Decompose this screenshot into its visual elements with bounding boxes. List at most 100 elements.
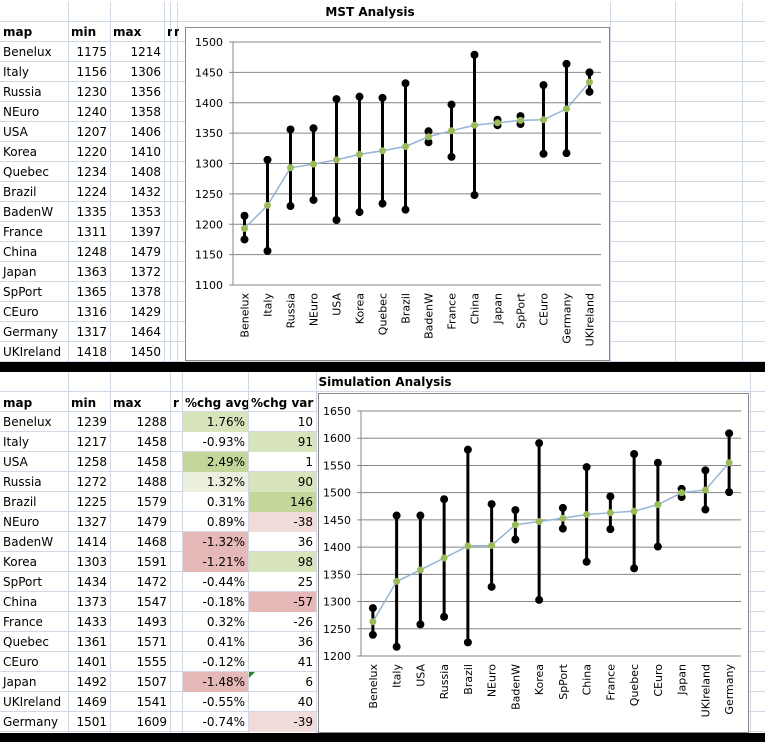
max-cell[interactable]: 1214 xyxy=(130,45,161,59)
max-cell[interactable]: 1288 xyxy=(136,415,167,429)
chg-avg-cell[interactable]: -1.21% xyxy=(183,552,248,572)
chg-avg-cell[interactable]: 1.76% xyxy=(183,412,248,432)
map-cell[interactable]: China xyxy=(3,595,38,609)
min-cell[interactable]: 1258 xyxy=(76,455,107,469)
min-cell[interactable]: 1365 xyxy=(76,285,107,299)
chg-var-cell[interactable]: 10 xyxy=(297,415,313,429)
min-cell[interactable]: 1492 xyxy=(76,675,107,689)
max-cell[interactable]: 1397 xyxy=(130,225,161,239)
chg-avg-cell[interactable]: -0.44% xyxy=(202,575,245,589)
min-cell[interactable]: 1303 xyxy=(76,555,107,569)
min-cell[interactable]: 1418 xyxy=(76,345,107,359)
chg-var-cell[interactable]: 90 xyxy=(249,472,316,492)
header-cell[interactable]: r xyxy=(167,25,172,39)
min-cell[interactable]: 1272 xyxy=(76,475,107,489)
chg-var-cell[interactable]: 98 xyxy=(249,552,316,572)
min-cell[interactable]: 1224 xyxy=(76,185,107,199)
chg-var-cell[interactable]: 6 xyxy=(305,675,313,689)
chg-avg-cell[interactable]: -0.93% xyxy=(202,435,245,449)
header-cell[interactable]: r xyxy=(173,396,179,410)
chg-avg-cell[interactable]: -0.18% xyxy=(202,595,245,609)
map-cell[interactable]: USA xyxy=(3,455,28,469)
min-cell[interactable]: 1175 xyxy=(76,45,107,59)
chg-avg-cell[interactable]: 0.89% xyxy=(206,515,245,529)
header-cell[interactable]: %chg avg xyxy=(185,396,248,410)
min-cell[interactable]: 1469 xyxy=(76,695,107,709)
max-cell[interactable]: 1507 xyxy=(136,675,167,689)
chg-var-cell[interactable]: 91 xyxy=(249,432,316,452)
chg-var-cell[interactable]: -57 xyxy=(249,592,316,612)
chg-var-cell[interactable]: -39 xyxy=(249,712,316,732)
map-cell[interactable]: Japan xyxy=(3,265,37,279)
max-cell[interactable]: 1429 xyxy=(130,305,161,319)
chg-var-cell[interactable]: -38 xyxy=(249,512,316,532)
max-cell[interactable]: 1432 xyxy=(130,185,161,199)
min-cell[interactable]: 1234 xyxy=(76,165,107,179)
min-cell[interactable]: 1501 xyxy=(76,715,107,729)
chg-avg-cell[interactable]: 0.32% xyxy=(206,615,245,629)
min-cell[interactable]: 1317 xyxy=(76,325,107,339)
map-cell[interactable]: Russia xyxy=(3,475,42,489)
chg-avg-cell[interactable]: 0.31% xyxy=(206,495,245,509)
max-cell[interactable]: 1488 xyxy=(136,475,167,489)
map-cell[interactable]: USA xyxy=(3,125,28,139)
map-cell[interactable]: France xyxy=(3,615,43,629)
max-cell[interactable]: 1406 xyxy=(130,125,161,139)
min-cell[interactable]: 1433 xyxy=(76,615,107,629)
map-cell[interactable]: CEuro xyxy=(3,655,39,669)
min-cell[interactable]: 1316 xyxy=(76,305,107,319)
max-cell[interactable]: 1408 xyxy=(130,165,161,179)
map-cell[interactable]: Korea xyxy=(3,555,38,569)
max-cell[interactable]: 1472 xyxy=(136,575,167,589)
map-cell[interactable]: SpPort xyxy=(3,285,43,299)
min-cell[interactable]: 1156 xyxy=(76,65,107,79)
chg-avg-cell[interactable]: -1.48% xyxy=(183,672,248,692)
map-cell[interactable]: BadenW xyxy=(3,535,54,549)
chg-var-cell[interactable]: 1 xyxy=(305,455,313,469)
map-cell[interactable]: Benelux xyxy=(3,415,52,429)
map-cell[interactable]: Germany xyxy=(3,715,59,729)
mst-chart[interactable]: 1100 1150 1200 1250 1300 1350 1400 1450 1500 Bene… xyxy=(185,27,610,361)
header-cell[interactable]: max xyxy=(113,396,142,410)
max-cell[interactable]: 1356 xyxy=(130,85,161,99)
chg-avg-cell[interactable]: -0.55% xyxy=(202,695,245,709)
chg-var-cell[interactable]: 25 xyxy=(297,575,313,589)
min-cell[interactable]: 1434 xyxy=(76,575,107,589)
min-cell[interactable]: 1240 xyxy=(76,105,107,119)
max-cell[interactable]: 1541 xyxy=(136,695,167,709)
header-cell[interactable]: max xyxy=(113,25,142,39)
header-cell[interactable]: map xyxy=(3,396,33,410)
map-cell[interactable]: Quebec xyxy=(3,635,50,649)
min-cell[interactable]: 1217 xyxy=(76,435,107,449)
map-cell[interactable]: Italy xyxy=(3,65,30,79)
map-cell[interactable]: UKIreland xyxy=(3,345,62,359)
max-cell[interactable]: 1353 xyxy=(130,205,161,219)
map-cell[interactable]: Japan xyxy=(3,675,37,689)
max-cell[interactable]: 1464 xyxy=(130,325,161,339)
sim-chart[interactable]: 1200 1250 1300 1350 1400 1450 1500 1550 1600 1650… xyxy=(318,393,749,733)
chg-avg-cell[interactable]: -0.12% xyxy=(202,655,245,669)
max-cell[interactable]: 1479 xyxy=(136,515,167,529)
map-cell[interactable]: NEuro xyxy=(3,515,40,529)
chg-var-cell[interactable]: -26 xyxy=(293,615,313,629)
max-cell[interactable]: 1547 xyxy=(136,595,167,609)
max-cell[interactable]: 1468 xyxy=(136,535,167,549)
chg-avg-cell[interactable]: 1.32% xyxy=(183,472,248,492)
map-cell[interactable]: CEuro xyxy=(3,305,39,319)
min-cell[interactable]: 1239 xyxy=(76,415,107,429)
max-cell[interactable]: 1458 xyxy=(136,455,167,469)
chg-avg-cell[interactable]: -1.32% xyxy=(183,532,248,552)
max-cell[interactable]: 1372 xyxy=(130,265,161,279)
min-cell[interactable]: 1414 xyxy=(76,535,107,549)
min-cell[interactable]: 1335 xyxy=(76,205,107,219)
max-cell[interactable]: 1493 xyxy=(136,615,167,629)
comment-indicator[interactable] xyxy=(249,672,255,678)
chg-avg-cell[interactable]: 0.41% xyxy=(206,635,245,649)
max-cell[interactable]: 1378 xyxy=(130,285,161,299)
map-cell[interactable]: Italy xyxy=(3,435,30,449)
max-cell[interactable]: 1591 xyxy=(136,555,167,569)
header-cell[interactable]: min xyxy=(71,25,97,39)
max-cell[interactable]: 1450 xyxy=(130,345,161,359)
chg-var-cell[interactable]: 146 xyxy=(249,492,316,512)
map-cell[interactable]: Brazil xyxy=(3,495,37,509)
